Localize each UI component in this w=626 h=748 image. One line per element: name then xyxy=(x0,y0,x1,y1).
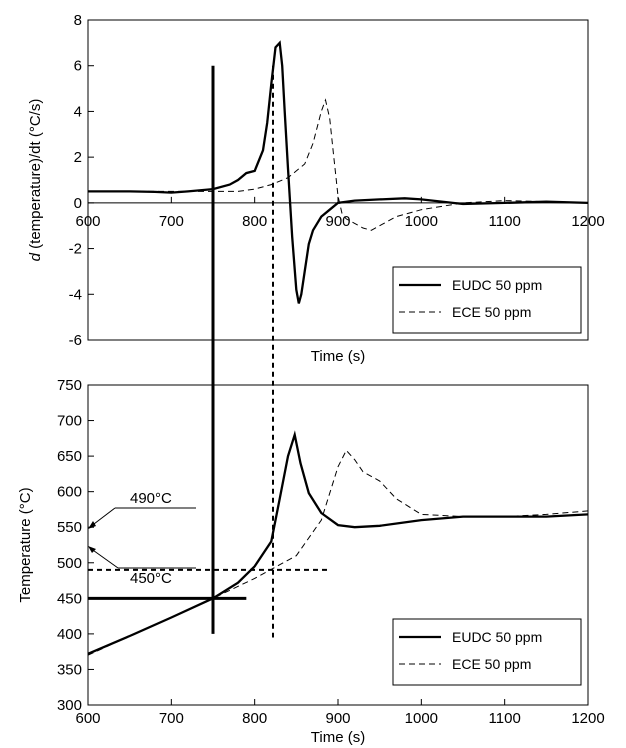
top-series-eudc xyxy=(88,40,589,304)
top-y-tick-label: -2 xyxy=(69,241,82,258)
top-legend-ece-label: ECE 50 ppm xyxy=(452,304,531,320)
top-plot-frame xyxy=(87,19,589,341)
bottom-y-tick-label: 400 xyxy=(57,626,82,643)
bottom-legend: EUDC 50 ppm ECE 50 ppm xyxy=(392,618,582,686)
bottom-x-tick-label: 700 xyxy=(159,710,184,727)
top-x-tick-label: 1100 xyxy=(489,213,521,230)
top-x-tick-label: 600 xyxy=(75,213,100,230)
top-x-tick-label: 900 xyxy=(325,213,350,230)
top-series-ece xyxy=(88,98,589,231)
bottom-y-tick-label: 550 xyxy=(57,519,82,536)
bottom-y-tick-label: 500 xyxy=(57,555,82,572)
bottom-series-ece xyxy=(87,449,589,656)
bottom-legend-ece-label: ECE 50 ppm xyxy=(452,656,531,672)
top-y-tick-label: 6 xyxy=(74,58,82,75)
top-x-tick-label: 1000 xyxy=(405,213,438,230)
bottom-y-tick-label: 700 xyxy=(57,413,82,430)
top-legend-eudc-label: EUDC 50 ppm xyxy=(452,277,542,293)
top-x-tick-label: 700 xyxy=(159,213,184,230)
top-y-tick-label: 4 xyxy=(74,103,82,120)
bottom-x-tick-label: 900 xyxy=(325,710,350,727)
top-y-axis: -6 -4 -2 0 2 4 6 8 xyxy=(69,12,94,349)
top-y-axis-label-rest: (temperature)/dt (°C/s) xyxy=(27,99,44,253)
top-x-tick-label: 800 xyxy=(242,213,267,230)
top-y-tick-label: 2 xyxy=(74,149,82,166)
bottom-x-axis-label: Time (s) xyxy=(311,729,365,746)
bottom-y-tick-label: 300 xyxy=(57,697,82,714)
top-y-axis-label-italic: d xyxy=(27,252,44,261)
top-x-tick-label: 1200 xyxy=(571,213,604,230)
bottom-x-tick-label: 800 xyxy=(242,710,267,727)
bottom-x-tick-label: 1200 xyxy=(571,710,604,727)
bottom-y-tick-label: 350 xyxy=(57,661,82,678)
top-legend-box xyxy=(392,266,582,334)
callout-490-label: 490°C xyxy=(130,490,172,507)
bottom-y-tick-label: 600 xyxy=(57,484,82,501)
bottom-x-tick-label: 1100 xyxy=(489,710,521,727)
callout-450-arrowhead xyxy=(88,546,96,553)
callout-450-leader xyxy=(89,547,119,569)
top-y-tick-label: 0 xyxy=(74,195,82,212)
callout-490-arrowhead xyxy=(88,521,96,529)
top-legend: EUDC 50 ppm ECE 50 ppm xyxy=(392,266,582,334)
bottom-x-tick-label: 1000 xyxy=(405,710,438,727)
bottom-legend-box xyxy=(392,618,582,686)
bottom-legend-eudc-label: EUDC 50 ppm xyxy=(452,629,542,645)
bottom-y-tick-label: 650 xyxy=(57,448,82,465)
top-y-axis-label: d (temperature)/dt (°C/s) xyxy=(27,99,44,262)
bottom-series-eudc xyxy=(87,430,589,655)
top-panel: -6 -4 -2 0 2 4 6 8 600 700 800 900 1000 1100 1200 Tim… xyxy=(27,12,605,365)
top-y-tick-label: -6 xyxy=(69,332,82,349)
bottom-x-tick-label: 600 xyxy=(75,710,100,727)
bottom-y-axis: 300 350 400 450 500 550 600 650 700 750 xyxy=(57,377,94,714)
callout-450-label: 450°C xyxy=(130,570,172,587)
bottom-y-axis-label: Temperature (°C) xyxy=(17,487,34,602)
top-y-tick-label: -4 xyxy=(69,286,82,303)
bottom-y-tick-label: 450 xyxy=(57,590,82,607)
bottom-panel: 300 350 400 450 500 550 600 650 700 750 600 700 800… xyxy=(17,377,605,746)
top-x-axis-label: Time (s) xyxy=(311,348,365,365)
bottom-y-tick-label: 750 xyxy=(57,377,82,394)
bottom-x-axis: 600 700 800 900 1000 1100 1200 xyxy=(75,699,605,727)
top-y-tick-label: 8 xyxy=(74,12,82,29)
